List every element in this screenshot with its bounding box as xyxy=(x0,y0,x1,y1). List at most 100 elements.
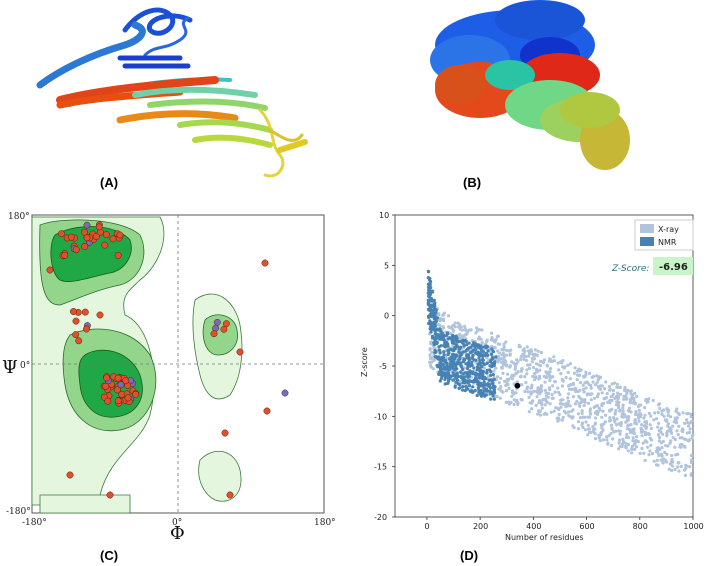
xray-point xyxy=(556,386,560,390)
nmr-point xyxy=(449,374,453,378)
xray-point xyxy=(577,394,581,398)
zscore-scatter-plot: 0 200 400 600 800 1000 10 5 0 -5 -10 -15 -20 X-ray N… xyxy=(360,211,704,542)
xray-point xyxy=(600,415,604,419)
nmr-point xyxy=(428,327,432,331)
xray-point xyxy=(633,401,638,405)
xray-point xyxy=(564,411,568,415)
xray-point xyxy=(513,366,517,370)
xray-point xyxy=(681,411,685,415)
xray-point xyxy=(623,386,627,390)
nmr-point xyxy=(442,343,447,347)
xray-point xyxy=(630,447,634,451)
xray-point xyxy=(666,413,670,418)
xray-point xyxy=(686,439,691,443)
nmr-point xyxy=(478,373,482,377)
xray-point xyxy=(660,446,664,450)
xray-point xyxy=(525,345,529,349)
xray-point xyxy=(572,426,576,430)
xray-point xyxy=(655,458,659,462)
xray-point xyxy=(525,368,529,372)
xray-point xyxy=(624,394,628,398)
nmr-point xyxy=(462,344,466,348)
xray-point xyxy=(631,431,635,435)
nmr-point xyxy=(426,282,430,286)
nmr-point xyxy=(447,351,451,355)
xray-point xyxy=(624,420,628,424)
nmr-point xyxy=(434,317,438,321)
xray-point xyxy=(553,380,557,384)
xray-point xyxy=(576,389,580,394)
xray-point xyxy=(501,351,505,355)
xray-point xyxy=(584,386,588,390)
xray-point xyxy=(463,324,467,328)
xray-point xyxy=(652,459,656,463)
xray-point xyxy=(629,423,633,427)
nmr-point xyxy=(468,350,473,354)
nmr-point xyxy=(437,372,441,376)
xray-point xyxy=(673,437,677,442)
xray-point xyxy=(534,403,538,408)
xray-point xyxy=(643,458,647,463)
xray-point xyxy=(683,421,687,425)
xray-point xyxy=(535,367,539,371)
xray-point xyxy=(640,446,644,450)
xray-point xyxy=(617,447,621,451)
xray-point xyxy=(600,384,604,388)
xray-point xyxy=(497,387,501,391)
xray-point xyxy=(617,429,621,433)
nmr-point xyxy=(434,350,438,354)
xray-point xyxy=(495,335,499,339)
rama-x-left-tick: -180° xyxy=(22,518,47,528)
xray-point xyxy=(587,427,591,431)
xray-point xyxy=(689,415,693,419)
xray-point xyxy=(632,399,636,403)
xray-point xyxy=(649,443,653,447)
nmr-point xyxy=(472,358,476,362)
nmr-point xyxy=(465,374,469,378)
xray-point xyxy=(585,393,589,397)
xray-point xyxy=(614,409,618,413)
xray-point xyxy=(617,404,621,408)
xray-point xyxy=(519,369,523,373)
xray-point xyxy=(604,380,608,384)
xray-point xyxy=(449,326,453,330)
xray-point xyxy=(591,380,595,384)
xray-point xyxy=(648,423,652,427)
xray-point xyxy=(588,409,592,413)
xray-point xyxy=(664,460,669,464)
xray-point xyxy=(668,462,672,466)
xray-point xyxy=(626,418,630,422)
zscore-caption: Z-Score: xyxy=(611,264,649,274)
xray-point xyxy=(582,390,586,394)
nmr-point xyxy=(463,389,467,393)
xray-point xyxy=(642,451,646,455)
xray-point xyxy=(564,375,568,380)
xray-point xyxy=(527,395,531,399)
residue-point xyxy=(102,382,110,390)
nmr-point xyxy=(492,364,496,368)
xray-point xyxy=(558,392,562,397)
nmr-point xyxy=(468,369,472,373)
xray-point xyxy=(508,353,512,357)
xray-point xyxy=(621,437,625,441)
xray-point xyxy=(538,364,542,368)
nmr-point xyxy=(430,334,435,338)
xray-point xyxy=(691,433,695,437)
xray-point xyxy=(677,424,681,428)
nmr-point xyxy=(473,348,478,352)
xray-point xyxy=(598,439,602,443)
xray-point xyxy=(550,359,554,363)
xray-point xyxy=(538,368,542,372)
xray-point xyxy=(593,437,598,441)
nmr-point xyxy=(485,345,489,349)
xray-point xyxy=(510,375,514,379)
xray-point xyxy=(656,463,660,467)
xray-point xyxy=(609,431,613,436)
xray-point xyxy=(685,418,689,422)
xray-point xyxy=(688,421,692,425)
nmr-point xyxy=(432,326,436,330)
xray-point xyxy=(566,396,570,400)
nmr-point xyxy=(473,377,477,381)
nmr-point xyxy=(429,297,433,301)
xray-point xyxy=(660,412,664,416)
